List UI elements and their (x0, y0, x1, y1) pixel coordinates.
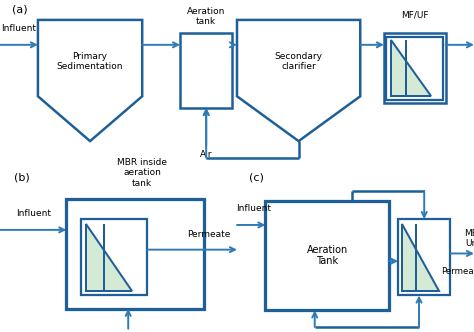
Text: Influent: Influent (236, 204, 271, 213)
Bar (81, 219, 147, 295)
Text: Aeration
tank: Aeration tank (187, 7, 225, 26)
Polygon shape (86, 224, 132, 291)
Bar (384, 33, 446, 103)
Text: MBR
Unit: MBR Unit (464, 228, 474, 248)
Text: (c): (c) (249, 173, 264, 183)
Text: (b): (b) (14, 173, 30, 183)
Bar (265, 201, 389, 310)
Text: Secondary
clarifier: Secondary clarifier (274, 52, 323, 71)
Text: (a): (a) (12, 5, 27, 15)
Bar (398, 219, 450, 295)
Polygon shape (38, 20, 142, 141)
Bar (180, 33, 232, 108)
Bar (386, 37, 443, 100)
Text: Air: Air (200, 150, 212, 159)
Text: Influent: Influent (1, 24, 36, 33)
Text: Permeate: Permeate (187, 230, 230, 239)
Polygon shape (402, 224, 439, 291)
Text: Aeration
Tank: Aeration Tank (306, 245, 348, 267)
Text: MF/UF: MF/UF (401, 10, 428, 20)
Polygon shape (237, 20, 360, 141)
Text: Influent: Influent (16, 209, 51, 218)
Text: Permeate: Permeate (441, 267, 474, 276)
Text: Primary
Sedimentation: Primary Sedimentation (57, 52, 123, 71)
Text: MBR inside
aeration
tank: MBR inside aeration tank (117, 158, 167, 188)
Bar (66, 199, 204, 309)
Polygon shape (391, 40, 431, 96)
